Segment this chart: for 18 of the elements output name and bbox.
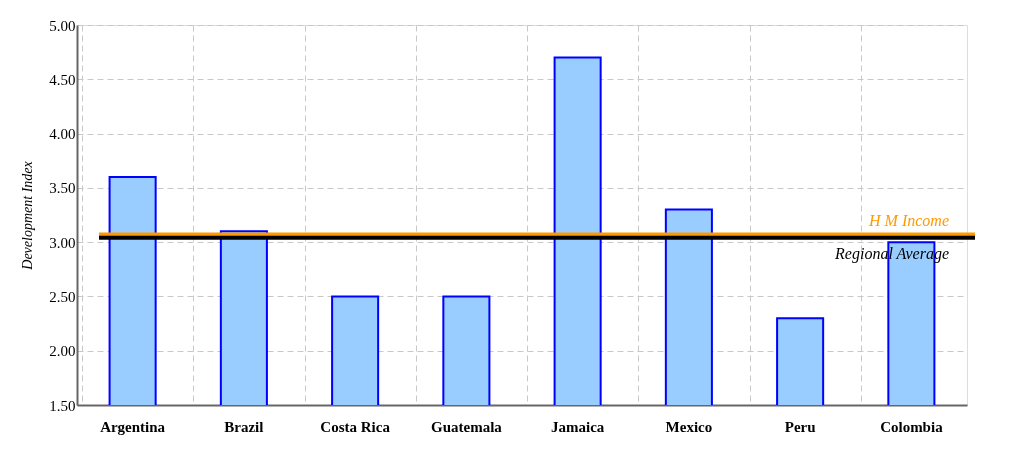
x-tick-label: Peru: [784, 418, 816, 435]
y-tick-label: 4.50: [49, 71, 76, 88]
x-tick-label: Argentina: [100, 418, 166, 435]
y-tick-label: 2.00: [49, 343, 76, 360]
y-tick-label: 3.00: [49, 234, 76, 251]
x-tick-label: Colombia: [880, 418, 944, 435]
y-tick-label: 1.50: [49, 397, 76, 414]
x-tick-label: Guatemala: [430, 418, 503, 435]
x-tick-label: Costa Rica: [320, 418, 391, 435]
x-tick-label: Mexico: [665, 418, 713, 435]
y-tick-label: 4.00: [49, 126, 76, 143]
y-tick-label: 3.50: [49, 180, 76, 197]
y-tick-label: 5.00: [49, 17, 76, 34]
y-axis-title: Development Index: [20, 160, 36, 271]
x-tick-label: Jamaica: [550, 418, 605, 435]
x-tick-label: Brazil: [224, 418, 264, 435]
ref-line-label: H M Income: [868, 211, 949, 229]
y-tick-label: 2.50: [49, 288, 76, 305]
